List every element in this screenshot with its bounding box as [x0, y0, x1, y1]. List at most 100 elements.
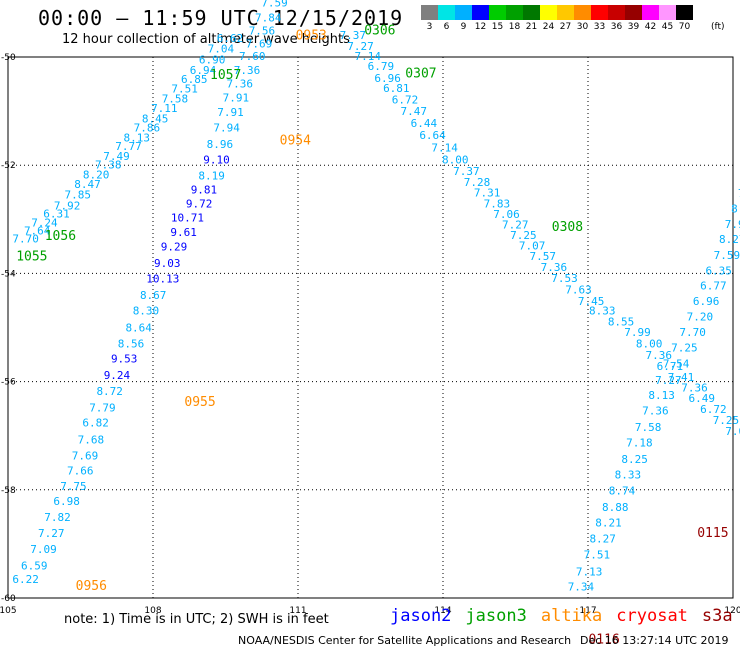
wave-height-value: 7.27 — [347, 40, 374, 53]
wave-height-value: 7.45 — [578, 295, 605, 308]
wave-height-value: 8.33 — [589, 305, 616, 318]
legend-swatch — [659, 5, 676, 20]
legend-label: 24 — [542, 22, 555, 32]
legend-swatch — [523, 5, 540, 20]
wave-height-value: 7.64 — [24, 224, 51, 237]
legend-label: 36 — [610, 22, 623, 32]
wave-height-value: 9.10 — [203, 154, 230, 167]
pass-time-label: 1055 — [16, 249, 47, 264]
wave-height-value: 7.77 — [115, 140, 142, 153]
wave-height-value: 8.13 — [648, 389, 675, 402]
wave-height-value: 6.96 — [374, 72, 401, 85]
wave-height-value: 7.27 — [502, 218, 529, 231]
footer-note: note: 1) Time is in UTC; 2) SWH is in fe… — [64, 612, 329, 627]
wave-height-value: 6.71 — [657, 360, 684, 373]
wave-height-value: 8.72 — [96, 385, 123, 398]
satellite-name: s3a — [701, 606, 733, 626]
wave-height-value: 6.77 — [700, 280, 727, 293]
legend-label: 9 — [460, 22, 467, 32]
credit-line: NOAA/NESDIS Center for Satellite Applica… — [238, 634, 572, 647]
legend-swatch — [574, 5, 591, 20]
wave-height-value: 7.57 — [530, 250, 557, 263]
wave-height-value: 7.70 — [679, 326, 706, 339]
wave-height-value: 6.94 — [190, 64, 217, 77]
wave-height-value: 8.11 — [731, 202, 740, 215]
wave-height-value: 8.47 — [74, 178, 101, 191]
wave-height-value: 7.04 — [208, 43, 235, 56]
legend-label: 45 — [661, 22, 674, 32]
wave-height-value: 10.71 — [171, 211, 204, 224]
wave-height-value: 7.68 — [78, 433, 105, 446]
wave-height-value: 7.49 — [103, 150, 130, 163]
wave-height-value: 7.41 — [668, 371, 695, 384]
wave-height-value: 9.29 — [161, 241, 188, 254]
wave-height-value: 7.38 — [95, 158, 122, 171]
wave-height-value: 7.94 — [213, 122, 240, 135]
wave-height-value: 7.18 — [626, 437, 653, 450]
wave-height-value: 7.25 — [713, 414, 740, 427]
wave-height-value: 6.49 — [689, 392, 716, 405]
legend-label: 12 — [474, 22, 487, 32]
wave-height-value: 8.45 — [142, 112, 169, 125]
wave-height-value: 8.64 — [125, 321, 152, 334]
wave-height-value: 7.84 — [255, 11, 282, 24]
legend-swatch — [557, 5, 574, 20]
wave-height-value: 7.85 — [65, 189, 92, 202]
wave-height-value: 7.0 — [725, 425, 740, 438]
wave-height-value: 7.14 — [431, 142, 458, 155]
wave-height-value: 7.91 — [217, 106, 244, 119]
latitude-tick-label: -56 — [1, 378, 16, 388]
wave-height-value: 9.61 — [170, 226, 197, 239]
wave-height-value: 7.47 — [400, 105, 427, 118]
wave-height-value: 6.22 — [12, 573, 38, 586]
pass-time-label: 0116 — [588, 632, 619, 647]
legend-label: 39 — [627, 22, 640, 32]
wave-height-value: 7.60 — [239, 50, 265, 63]
wave-height-value: 7.24 — [31, 216, 58, 229]
legend-label: 3 — [426, 22, 433, 32]
wave-height-value: 7.86 — [134, 122, 161, 135]
wave-height-value: 7.58 — [635, 421, 662, 434]
longitude-tick-label: 111 — [289, 606, 306, 616]
wave-height-value: 7.69 — [246, 37, 272, 50]
wave-height-value: 7.82 — [44, 511, 71, 524]
pass-time-label: 0306 — [364, 23, 395, 38]
wave-height-value: 8.25 — [621, 453, 648, 466]
satellite-name: cryosat — [616, 606, 688, 626]
legend-label: 70 — [678, 22, 691, 32]
wave-height-value: 7.51 — [584, 549, 611, 562]
wave-height-value: 7.27 — [38, 527, 65, 540]
wave-height-value: 7.36 — [234, 64, 261, 77]
legend-swatch — [591, 5, 608, 20]
pass-time-label: 0956 — [76, 579, 107, 594]
wave-height-value: 8.20 — [83, 169, 110, 182]
wave-height-value: 8.00 — [442, 154, 469, 167]
pass-time-label: 0953 — [296, 29, 327, 44]
legend-swatch — [472, 5, 489, 20]
wave-height-value: 6.59 — [21, 559, 48, 572]
time-label-layer: 1055 1056 1057 0955 0956 0954 0953 0306 0307 0308… — [16, 23, 728, 647]
wave-height-value: 8.27 — [589, 532, 616, 545]
wave-height-value: 6.85 — [181, 73, 208, 86]
latitude-tick-label: -54 — [1, 269, 16, 279]
longitude-tick-label: 105 — [0, 606, 17, 616]
pass-time-label: 1057 — [210, 68, 241, 83]
wave-height-value: 7.59 — [261, 0, 288, 10]
wave-height-value: 7.34 — [568, 580, 595, 593]
wave-height-value: 10.13 — [146, 273, 179, 286]
wave-height-value: 7.09 — [30, 543, 57, 556]
wave-height-value: 7.20 — [687, 310, 714, 323]
legend-label: 33 — [593, 22, 606, 32]
wave-height-value: 7.28 — [464, 176, 491, 189]
page-subtitle: 12 hour collection of altimeter wave hei… — [62, 32, 350, 47]
wave-height-value: 7.07 — [519, 240, 546, 253]
legend-label: 21 — [525, 22, 538, 32]
wave-height-value: 7.36 — [226, 77, 253, 90]
wave-height-value: 9.03 — [154, 257, 181, 270]
wave-height-value: 7.14 — [355, 50, 382, 63]
longitude-tick-label: 120 — [724, 606, 740, 616]
wave-height-value: 6.96 — [693, 295, 720, 308]
legend-swatch — [540, 5, 557, 20]
pass-time-label: 1056 — [45, 229, 76, 244]
wave-height-value: 9.72 — [186, 197, 213, 210]
